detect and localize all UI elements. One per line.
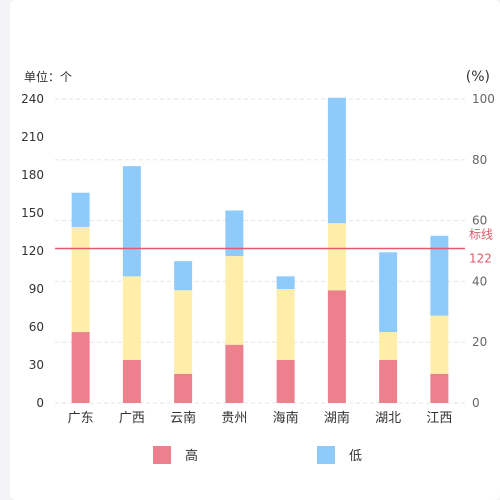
reference-line-group: 标线 122: [55, 227, 493, 265]
grid-lines: [55, 98, 465, 404]
right-axis-ticks: 0 20 40 60 80 100: [472, 92, 495, 410]
reference-line-label: 标线: [469, 227, 493, 241]
reference-line-value: 122: [469, 251, 492, 265]
bar-segment-mid[interactable]: [122, 276, 141, 360]
legend-swatch-low: [317, 445, 335, 464]
right-axis-tick-label: 60: [472, 214, 487, 228]
bar-segment-low[interactable]: [379, 252, 398, 333]
x-axis-category-label: 海南: [273, 410, 299, 426]
left-axis-tick-label: 60: [29, 320, 44, 334]
x-axis-category-label: 湖南: [324, 410, 350, 426]
bar-segment-mid[interactable]: [71, 226, 90, 333]
legend-label-low: 低: [349, 449, 363, 464]
bar-segment-mid[interactable]: [327, 223, 346, 291]
right-axis-tick-label: 0: [472, 396, 480, 410]
right-axis-tick-label: 100: [472, 92, 495, 106]
bar-segment-mid[interactable]: [430, 315, 449, 374]
bar-segment-low[interactable]: [71, 192, 90, 227]
left-axis-tick-label: 90: [29, 282, 44, 296]
chart-card: [10, 0, 500, 500]
left-axis-tick-label: 180: [21, 168, 44, 182]
x-axis-category-label: 广西: [119, 411, 145, 426]
bar-segment-low[interactable]: [430, 235, 449, 316]
x-axis-labels: 广东 广西 云南 贵州 海南 湖南 湖北 江西: [68, 410, 453, 426]
bar-segment-mid[interactable]: [174, 290, 193, 374]
left-axis-tick-label: 240: [21, 92, 44, 106]
bar-segment-high[interactable]: [276, 359, 295, 403]
x-axis-category-label: 广东: [68, 411, 94, 426]
bar-segment-mid[interactable]: [379, 332, 398, 360]
bar-segment-high[interactable]: [122, 359, 141, 403]
x-axis-category-label: 云南: [170, 410, 196, 426]
bar-segment-low[interactable]: [327, 97, 346, 224]
left-axis-tick-label: 120: [21, 244, 44, 258]
legend-item-high[interactable]: 高: [153, 445, 198, 464]
x-axis-category-label: 江西: [426, 411, 452, 426]
bar-series: [71, 97, 449, 403]
bar-segment-high[interactable]: [225, 344, 244, 403]
left-axis-tick-label: 30: [29, 358, 44, 372]
bar-segment-low[interactable]: [174, 261, 193, 291]
bar-segment-low[interactable]: [225, 210, 244, 257]
bar-segment-low[interactable]: [276, 276, 295, 289]
right-axis-tick-label: 80: [472, 153, 487, 167]
left-axis-tick-label: 210: [21, 130, 44, 144]
bar-segment-high[interactable]: [430, 373, 449, 403]
legend-swatch-high: [153, 445, 171, 464]
legend-item-low[interactable]: 低: [317, 445, 362, 464]
left-axis-tick-label: 0: [36, 396, 44, 410]
bar-segment-mid[interactable]: [276, 289, 295, 360]
bar-segment-high[interactable]: [327, 290, 346, 403]
bar-segment-mid[interactable]: [225, 256, 244, 345]
left-axis-ticks: 0 30 60 90 120 150 180 210 240: [21, 92, 44, 410]
legend: 高 低: [10, 445, 500, 469]
bar-segment-high[interactable]: [379, 359, 398, 403]
right-axis-unit-label: (%): [466, 69, 490, 85]
right-axis-tick-label: 40: [472, 274, 487, 288]
left-axis-tick-label: 150: [21, 206, 44, 220]
right-axis-tick-label: 20: [472, 335, 487, 349]
x-axis-category-label: 湖北: [375, 411, 401, 426]
legend-label-high: 高: [185, 449, 199, 464]
bar-segment-high[interactable]: [174, 373, 193, 403]
y-axis-unit-label: 单位：个: [24, 69, 72, 84]
x-axis-category-label: 贵州: [221, 411, 247, 426]
bar-segment-low[interactable]: [122, 166, 141, 277]
bar-segment-high[interactable]: [71, 332, 90, 403]
